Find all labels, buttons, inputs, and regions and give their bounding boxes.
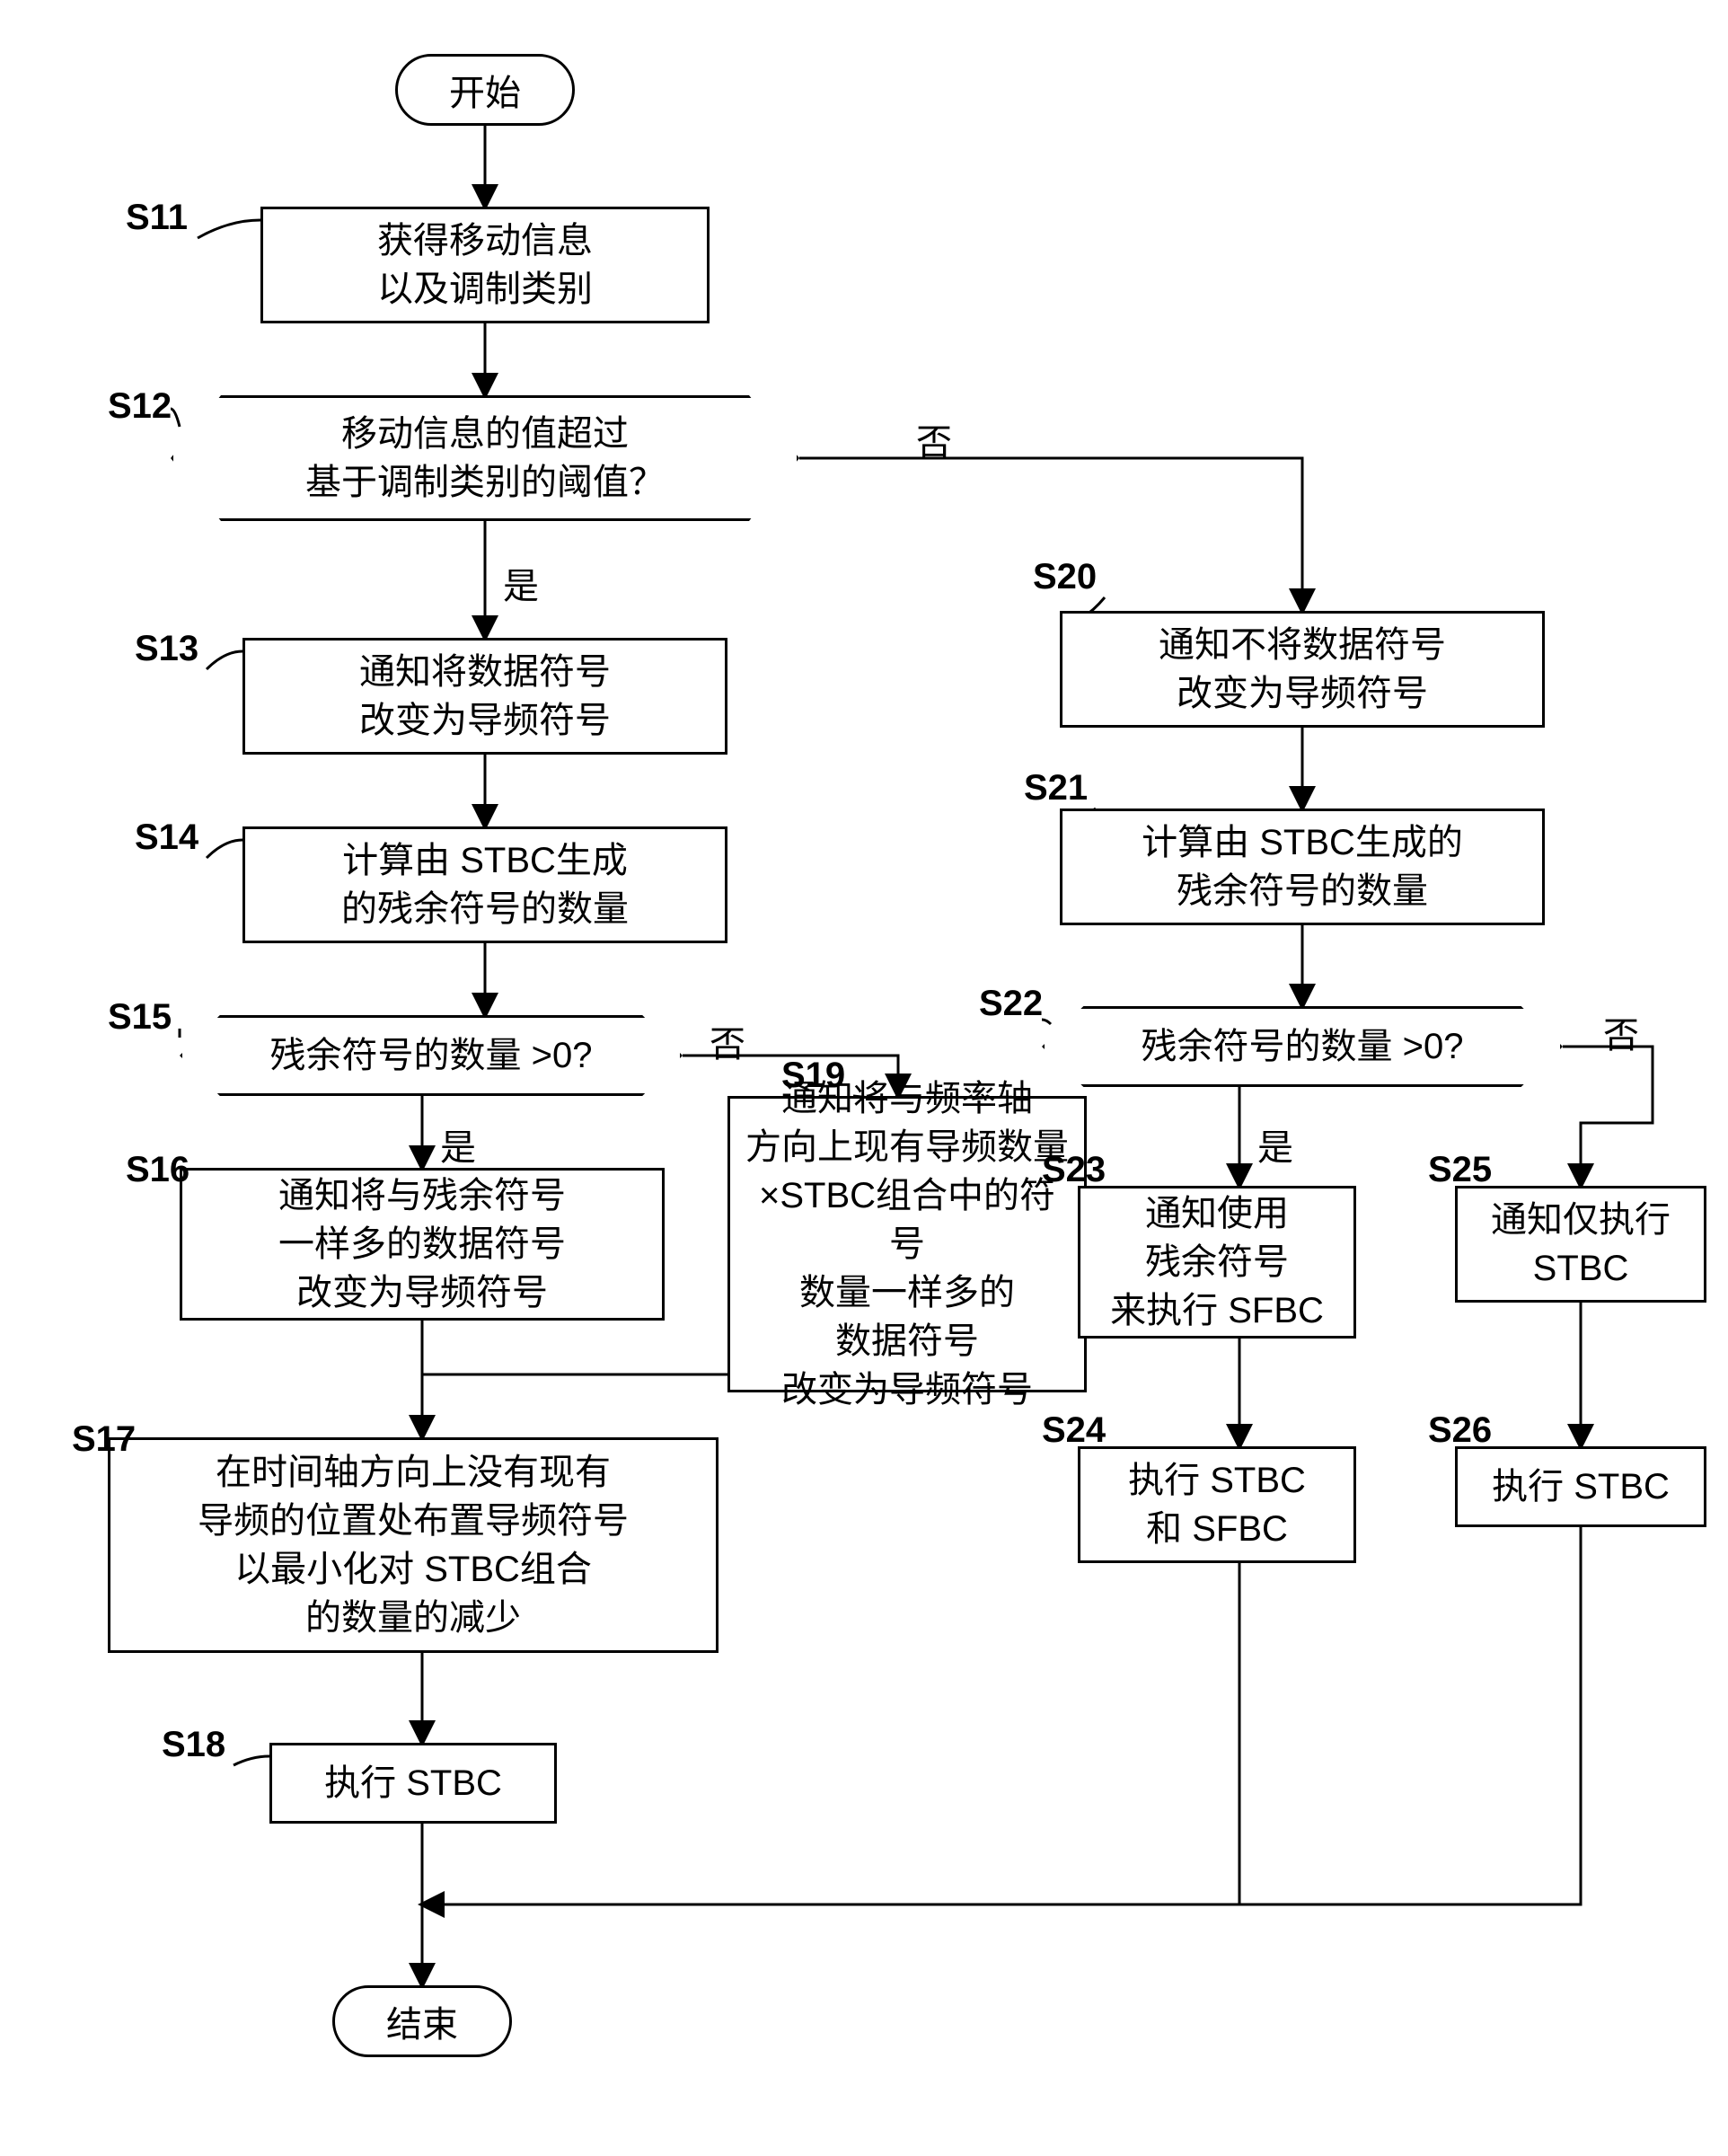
node-s22-text: 残余符号的数量 >0? — [1142, 1022, 1464, 1071]
node-s16-text: 通知将与残余符号一样多的数据符号改变为导频符号 — [278, 1171, 566, 1317]
step-label-s15: S15 — [108, 997, 172, 1038]
node-s24-text: 执行 STBC和 SFBC — [1128, 1456, 1306, 1553]
node-s14: 计算由 STBC生成的残余符号的数量 — [242, 826, 727, 943]
step-label-s23: S23 — [1042, 1150, 1106, 1190]
node-s16: 通知将与残余符号一样多的数据符号改变为导频符号 — [180, 1168, 665, 1321]
node-s13: 通知将数据符号改变为导频符号 — [242, 638, 727, 755]
node-s14-text: 计算由 STBC生成的残余符号的数量 — [341, 836, 629, 933]
node-s13-text: 通知将数据符号改变为导频符号 — [359, 648, 611, 745]
edge-label: 是 — [440, 1118, 476, 1171]
flowchart-canvas: 是是否否是否 开始获得移动信息以及调制类别移动信息的值超过基于调制类别的阈值？通… — [0, 0, 1728, 2156]
node-s15-text: 残余符号的数量 >0? — [270, 1031, 593, 1080]
step-label-s20: S20 — [1033, 557, 1097, 597]
step-label-s25: S25 — [1428, 1150, 1492, 1190]
node-s20-text: 通知不将数据符号改变为导频符号 — [1159, 621, 1446, 718]
step-label-s24: S24 — [1042, 1410, 1106, 1451]
step-label-s16: S16 — [126, 1150, 190, 1190]
node-s17-text: 在时间轴方向上没有现有导频的位置处布置导频符号以最小化对 STBC组合的数量的减… — [198, 1448, 629, 1642]
node-s26: 执行 STBC — [1455, 1446, 1706, 1527]
step-label-s11: S11 — [126, 198, 188, 238]
step-label-s21: S21 — [1024, 768, 1088, 808]
node-s25-text: 通知仅执行STBC — [1491, 1196, 1671, 1293]
step-label-s14: S14 — [135, 817, 198, 858]
step-label-s13: S13 — [135, 629, 198, 669]
node-s12: 移动信息的值超过基于调制类别的阈值？ — [171, 395, 799, 521]
node-s21: 计算由 STBC生成的残余符号的数量 — [1060, 808, 1545, 925]
node-s23: 通知使用残余符号来执行 SFBC — [1078, 1186, 1356, 1339]
node-s11-text: 获得移动信息以及调制类别 — [377, 216, 593, 314]
node-s18-text: 执行 STBC — [324, 1759, 502, 1807]
node-s20: 通知不将数据符号改变为导频符号 — [1060, 611, 1545, 728]
node-s19-text: 通知将与频率轴方向上现有导频数量×STBC组合中的符号数量一样多的数据符号改变为… — [741, 1074, 1073, 1414]
node-s15: 残余符号的数量 >0? — [180, 1015, 683, 1096]
node-s11: 获得移动信息以及调制类别 — [260, 207, 710, 323]
edge-label: 是 — [503, 557, 539, 609]
step-label-s22: S22 — [979, 984, 1043, 1024]
node-s25: 通知仅执行STBC — [1455, 1186, 1706, 1303]
node-s12-text: 移动信息的值超过基于调制类别的阈值？ — [305, 410, 665, 507]
node-s19: 通知将与频率轴方向上现有导频数量×STBC组合中的符号数量一样多的数据符号改变为… — [727, 1096, 1087, 1392]
edge-label: 否 — [710, 1015, 745, 1067]
node-s26-text: 执行 STBC — [1492, 1462, 1670, 1511]
step-label-s17: S17 — [72, 1419, 136, 1460]
node-s18: 执行 STBC — [269, 1743, 557, 1824]
step-label-s26: S26 — [1428, 1410, 1492, 1451]
node-end-text: 结束 — [386, 1995, 458, 2047]
node-start: 开始 — [395, 54, 575, 126]
step-label-s12: S12 — [108, 386, 172, 427]
edge-label: 否 — [916, 413, 952, 465]
node-s23-text: 通知使用残余符号来执行 SFBC — [1110, 1189, 1324, 1335]
step-label-s18: S18 — [162, 1725, 225, 1765]
node-end: 结束 — [332, 1985, 512, 2057]
edge-label: 是 — [1257, 1118, 1293, 1171]
node-s24: 执行 STBC和 SFBC — [1078, 1446, 1356, 1563]
node-s21-text: 计算由 STBC生成的残余符号的数量 — [1142, 818, 1463, 915]
node-s22: 残余符号的数量 >0? — [1042, 1006, 1563, 1087]
node-s17: 在时间轴方向上没有现有导频的位置处布置导频符号以最小化对 STBC组合的数量的减… — [108, 1437, 719, 1653]
step-label-s19: S19 — [781, 1056, 845, 1096]
node-start-text: 开始 — [449, 64, 521, 116]
edge-label: 否 — [1603, 1006, 1639, 1058]
